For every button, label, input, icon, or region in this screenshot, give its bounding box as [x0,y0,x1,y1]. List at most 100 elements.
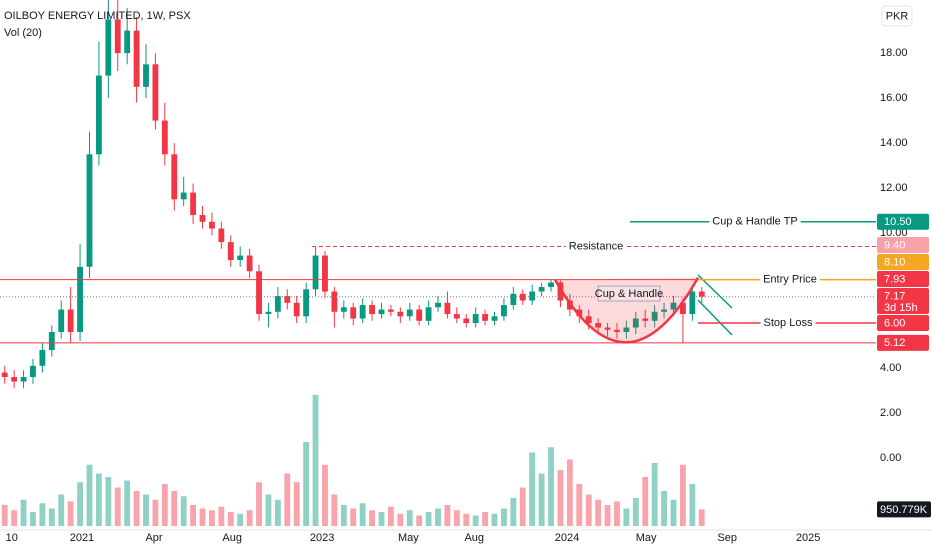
x-tick-label: Apr [145,532,162,544]
y-tick-label: 12.00 [880,182,908,194]
chart-title: OILBOY ENERGY LIMITED, 1W, PSX [4,10,191,22]
volume-bar [482,512,489,526]
volume-bar [557,470,564,526]
volume-bar [359,503,366,526]
candle-body [548,282,554,288]
candle-body [378,309,385,315]
candle-body [350,307,357,319]
level-label-bg [760,272,820,287]
candle-body [274,296,281,312]
volume-bar [322,464,328,526]
candle-body [180,192,187,200]
volume-bar [491,513,498,526]
candle-body [472,314,479,324]
candle-body [614,329,620,333]
volume-bar [378,512,385,526]
volume-bar [303,442,310,526]
candle-body [340,307,347,312]
candle-body [595,323,602,328]
handle-line [697,299,733,336]
candle-body [538,287,545,292]
volume-bar [529,452,536,526]
level-label-bg [709,214,801,229]
level-label-bg [760,316,816,331]
cup-curve [553,277,700,344]
candle-body [133,30,140,87]
candle-body [632,318,639,328]
candle-body [453,314,460,319]
candle-body [265,311,272,315]
volume-bar [698,509,705,526]
candle-body [209,221,215,229]
y-tick-label: 0.00 [880,452,901,464]
volume-bar [86,464,93,526]
volume-bar [519,487,526,526]
volume-bar [95,473,102,526]
volume-bar [444,505,451,526]
candle-body [171,154,178,200]
candle-body [218,228,225,243]
candle-body [557,282,564,301]
volume-bar [114,487,121,526]
x-tick-label: 2023 [310,532,334,544]
volume-bar [614,501,620,526]
price-box-label: 7.17 [884,290,905,302]
currency-box[interactable] [881,5,913,27]
candle-body [39,350,46,366]
candle-body [491,316,498,321]
candle-body [95,75,102,155]
candle-body [77,266,83,333]
candle-body [510,293,517,306]
volume-bar [77,482,83,526]
volume-bar [152,499,159,526]
volume-bar [651,463,658,526]
volume-bar [369,510,375,526]
volume-bar [293,482,300,526]
candle-body [114,19,121,54]
x-tick-label: Sep [717,532,737,544]
volume-bar [501,508,507,526]
volume-bar [387,506,394,526]
candle-body [284,296,291,303]
candle-body [11,377,18,382]
volume-bar [453,510,460,526]
volume-bar [510,498,517,526]
price-box-sublabel: 3d 15h [884,302,918,314]
volume-bar [350,508,357,526]
volume-bar [472,515,479,526]
volume-indicator: Vol (20) [4,27,42,39]
volume-bar [237,513,244,526]
x-tick-label: Aug [222,532,242,544]
x-tick-label: 2024 [555,532,579,544]
level-label: Resistance [569,240,623,252]
candle-body [425,307,432,321]
volume-bar [331,494,338,526]
y-tick-label: 4.00 [880,362,901,374]
volume-bar [171,491,178,526]
candle-body [679,302,686,315]
volume-bar [397,513,404,526]
candle-body [30,365,36,378]
x-tick-label: 10 [6,532,18,544]
volume-bar [406,510,413,526]
price-box-label: 9.40 [884,239,905,251]
volume-bar [623,508,630,526]
candle-body [501,305,507,317]
volume-bar [463,513,470,526]
volume-bar [105,477,112,526]
candle-body [661,309,667,312]
volume-bar [199,508,206,526]
handle-line [697,274,733,309]
price-box [877,288,929,315]
candle-body [359,305,366,319]
candle-body [312,255,319,290]
y-tick-label: 10.00 [880,227,908,239]
candle-body [387,309,394,312]
candle-body [190,192,197,216]
volume-bar [312,394,319,526]
volume-bar [642,477,649,526]
level-label: Cup & Handle TP [712,216,797,228]
volume-bar [58,494,65,526]
candle-body [444,302,451,315]
volume-bar [585,494,592,526]
